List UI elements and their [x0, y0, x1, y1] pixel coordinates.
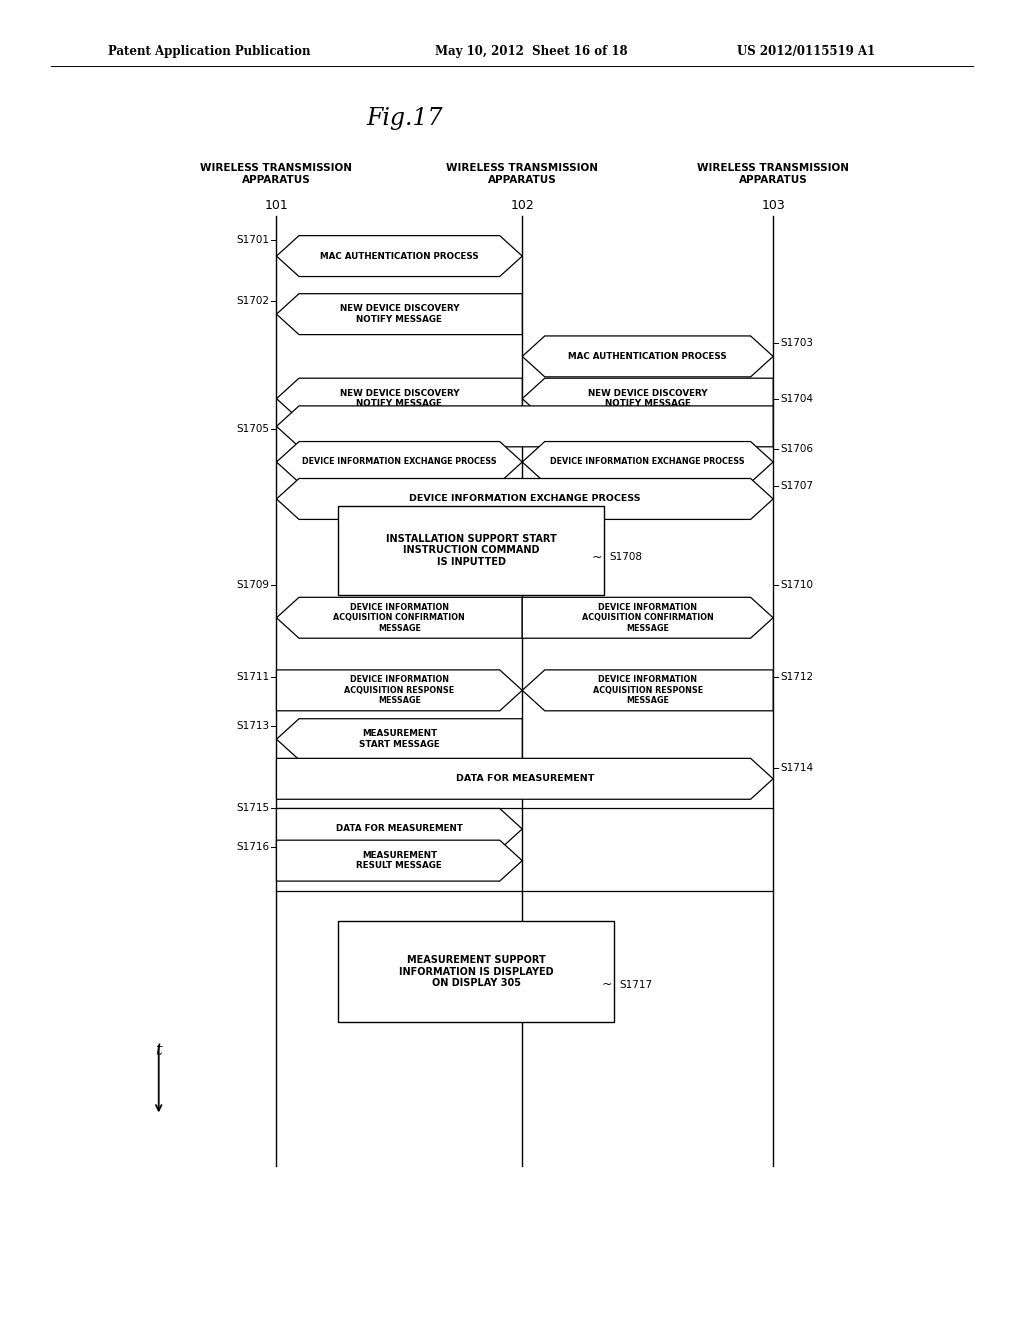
Bar [338, 506, 604, 595]
Polygon shape [522, 379, 773, 420]
Text: S1715: S1715 [237, 803, 269, 813]
Text: S1709: S1709 [237, 579, 269, 590]
Text: Fig.17: Fig.17 [367, 107, 442, 131]
Polygon shape [276, 671, 522, 710]
Text: S1712: S1712 [780, 672, 813, 682]
Polygon shape [276, 808, 522, 850]
Polygon shape [276, 407, 773, 446]
Text: DEVICE INFORMATION EXCHANGE PROCESS: DEVICE INFORMATION EXCHANGE PROCESS [550, 458, 745, 466]
Text: ~: ~ [592, 550, 602, 564]
Text: S1713: S1713 [237, 721, 269, 731]
Polygon shape [276, 379, 522, 420]
Text: S1701: S1701 [237, 235, 269, 246]
Polygon shape [522, 597, 773, 638]
Text: S1708: S1708 [609, 552, 642, 562]
Text: DATA FOR MEASUREMENT: DATA FOR MEASUREMENT [456, 775, 594, 783]
Text: NEW DEVICE DISCOVERY
NOTIFY MESSAGE: NEW DEVICE DISCOVERY NOTIFY MESSAGE [588, 389, 708, 408]
Text: WIRELESS TRANSMISSION
APPARATUS: WIRELESS TRANSMISSION APPARATUS [697, 164, 849, 185]
Text: US 2012/0115519 A1: US 2012/0115519 A1 [737, 45, 876, 58]
Text: S1710: S1710 [780, 579, 813, 590]
Text: WIRELESS TRANSMISSION
APPARATUS: WIRELESS TRANSMISSION APPARATUS [201, 164, 352, 185]
Polygon shape [522, 337, 773, 378]
Text: MAC AUTHENTICATION PROCESS: MAC AUTHENTICATION PROCESS [568, 352, 727, 360]
Text: NEW DEVICE DISCOVERY
NOTIFY MESSAGE: NEW DEVICE DISCOVERY NOTIFY MESSAGE [340, 305, 459, 323]
Text: S1706: S1706 [780, 444, 813, 454]
Polygon shape [276, 597, 522, 638]
Polygon shape [276, 718, 522, 759]
Text: DEVICE INFORMATION
ACQUISITION RESPONSE
MESSAGE: DEVICE INFORMATION ACQUISITION RESPONSE … [593, 676, 702, 705]
Text: MEASUREMENT
START MESSAGE: MEASUREMENT START MESSAGE [359, 730, 439, 748]
Text: WIRELESS TRANSMISSION
APPARATUS: WIRELESS TRANSMISSION APPARATUS [446, 164, 598, 185]
Polygon shape [276, 841, 522, 882]
Text: 101: 101 [264, 199, 289, 213]
Text: 102: 102 [510, 199, 535, 213]
Text: DATA FOR MEASUREMENT: DATA FOR MEASUREMENT [336, 825, 463, 833]
Polygon shape [276, 235, 522, 277]
Text: S1711: S1711 [237, 672, 269, 682]
Text: DEVICE INFORMATION EXCHANGE PROCESS: DEVICE INFORMATION EXCHANGE PROCESS [409, 495, 641, 503]
Text: S1716: S1716 [237, 842, 269, 853]
Text: DEVICE INFORMATION
ACQUISITION CONFIRMATION
MESSAGE: DEVICE INFORMATION ACQUISITION CONFIRMAT… [582, 603, 714, 632]
Text: MAC AUTHENTICATION PROCESS: MAC AUTHENTICATION PROCESS [319, 252, 479, 260]
Text: S1703: S1703 [780, 338, 813, 348]
Text: t: t [156, 1041, 162, 1059]
Text: MEASUREMENT
RESULT MESSAGE: MEASUREMENT RESULT MESSAGE [356, 851, 442, 870]
Text: NEW DEVICE DISCOVERY
NOTIFY MESSAGE: NEW DEVICE DISCOVERY NOTIFY MESSAGE [340, 389, 459, 408]
Polygon shape [522, 441, 773, 482]
Text: ~: ~ [602, 978, 612, 991]
Text: S1714: S1714 [780, 763, 813, 774]
Bar [338, 921, 614, 1022]
Polygon shape [276, 294, 522, 334]
Text: DEVICE INFORMATION
ACQUISITION CONFIRMATION
MESSAGE: DEVICE INFORMATION ACQUISITION CONFIRMAT… [334, 603, 465, 632]
Text: DEVICE INFORMATION
ACQUISITION RESPONSE
MESSAGE: DEVICE INFORMATION ACQUISITION RESPONSE … [344, 676, 455, 705]
Text: MEASUREMENT SUPPORT
INFORMATION IS DISPLAYED
ON DISPLAY 305: MEASUREMENT SUPPORT INFORMATION IS DISPL… [398, 954, 554, 989]
Text: S1702: S1702 [237, 296, 269, 306]
Text: Patent Application Publication: Patent Application Publication [108, 45, 310, 58]
Polygon shape [276, 479, 773, 519]
Text: S1707: S1707 [780, 480, 813, 491]
Polygon shape [276, 758, 773, 800]
Polygon shape [276, 441, 522, 482]
Text: DEVICE INFORMATION EXCHANGE PROCESS: DEVICE INFORMATION EXCHANGE PROCESS [302, 458, 497, 466]
Text: May 10, 2012  Sheet 16 of 18: May 10, 2012 Sheet 16 of 18 [435, 45, 628, 58]
Text: S1705: S1705 [237, 424, 269, 434]
Text: INSTALLATION SUPPORT START
INSTRUCTION COMMAND
IS INPUTTED: INSTALLATION SUPPORT START INSTRUCTION C… [386, 533, 556, 568]
Text: S1717: S1717 [620, 979, 652, 990]
Text: 103: 103 [761, 199, 785, 213]
Text: S1704: S1704 [780, 393, 813, 404]
Polygon shape [522, 671, 773, 710]
